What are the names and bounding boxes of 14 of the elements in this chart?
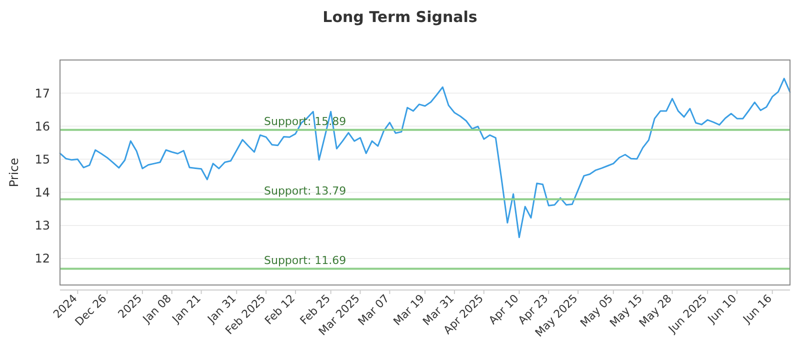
y-axis-title: Price [7,158,21,188]
y-tick-label: 15 [34,152,50,166]
y-tick-label: 12 [34,252,50,266]
y-tick-label: 14 [34,186,50,200]
ref-line-label: Support: 13.79 [264,184,346,198]
x-tick-label: Jun 16 [740,292,774,326]
y-tick-label: 17 [34,86,50,100]
ref-line-label: Support: 11.69 [264,254,346,267]
y-tick-label: 13 [34,218,50,233]
x-tick-label: Jan 21 [169,292,204,326]
line-series [59,78,791,238]
y-tick-label: 16 [34,119,50,134]
x-tick-label: Jun 10 [704,292,740,326]
chart-title: Long Term Signals [322,8,478,26]
